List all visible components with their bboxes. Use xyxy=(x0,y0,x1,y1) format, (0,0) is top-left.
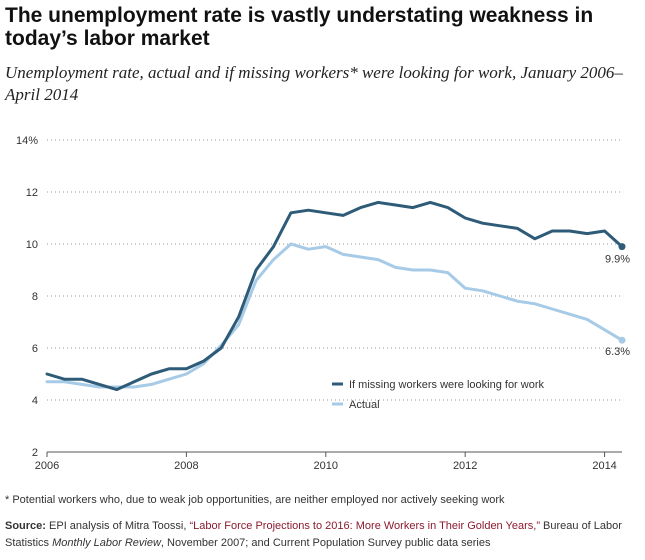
x-axis-ticks: 2006 2008 2010 2012 2014 xyxy=(35,452,617,472)
y-tick-label: 8 xyxy=(32,291,38,303)
y-axis-ticks: 2 4 6 8 10 12 14% xyxy=(16,135,38,459)
x-tick-label: 2008 xyxy=(174,460,198,472)
x-tick-label: 2014 xyxy=(592,460,616,472)
y-tick-label: 14% xyxy=(16,135,38,147)
source-text-2: Bureau of Labor Statistics xyxy=(5,520,622,549)
y-tick-label: 12 xyxy=(26,187,38,199)
chart-grid xyxy=(47,139,622,453)
chart-subtitle: Unemployment rate, actual and if missing… xyxy=(5,63,623,104)
line-chart: 2 4 6 8 10 12 14% 2006 2008 2010 2012 2014 If miss… xyxy=(16,135,630,472)
chart-title: The unemployment rate is vastly understa… xyxy=(5,4,594,50)
y-tick-label: 4 xyxy=(32,395,38,407)
series-end-point-0 xyxy=(618,243,626,251)
source-note: Source: EPI analysis of Mitra Toossi, “L… xyxy=(5,518,635,552)
x-tick-label: 2006 xyxy=(35,460,59,472)
series-end-point-1 xyxy=(618,336,626,344)
y-tick-label: 10 xyxy=(26,239,38,251)
source-journal: Monthly Labor Review xyxy=(52,537,161,549)
footnote: * Potential workers who, due to weak job… xyxy=(5,494,505,506)
legend-label: If missing workers were looking for work xyxy=(349,379,545,391)
series-line-0 xyxy=(45,200,624,392)
legend-label: Actual xyxy=(349,399,380,411)
source-label: Source: xyxy=(5,520,46,532)
y-tick-label: 2 xyxy=(32,447,38,459)
source-quote: “Labor Force Projections to 2016: More W… xyxy=(189,520,540,532)
source-text-1: EPI analysis of Mitra Toossi, xyxy=(45,520,190,532)
x-tick-label: 2012 xyxy=(453,460,477,472)
x-tick-label: 2010 xyxy=(314,460,338,472)
chart-series xyxy=(45,200,626,392)
y-tick-label: 6 xyxy=(32,343,38,355)
chart-legend: If missing workers were looking for work… xyxy=(332,379,545,411)
end-label: 9.9% xyxy=(605,254,630,266)
source-text-3: , November 2007; and Current Population … xyxy=(160,537,491,549)
end-label: 6.3% xyxy=(605,346,630,358)
end-labels: 9.9% 6.3% xyxy=(605,254,630,359)
series-line-1 xyxy=(45,242,624,389)
